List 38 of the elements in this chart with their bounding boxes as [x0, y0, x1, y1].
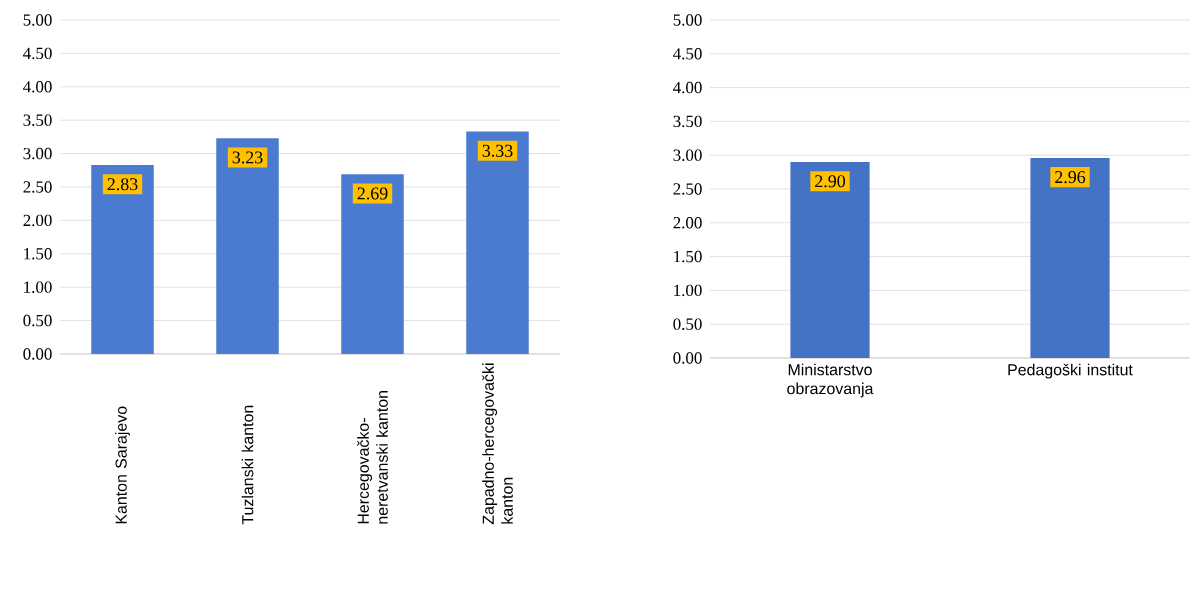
y-tick-label: 0.50 [673, 318, 702, 330]
x-tick-label: Zapadno-hercegovački kanton [482, 363, 513, 525]
y-tick-label: 3.50 [23, 114, 52, 126]
y-tick-label: 2.50 [673, 183, 702, 195]
y-tick-label: 1.50 [674, 250, 702, 263]
y-tick-label: 4.50 [673, 48, 702, 60]
y-tick-label: 3.50 [673, 115, 702, 128]
data-label: 2.96 [1055, 171, 1086, 184]
bar [341, 174, 404, 354]
x-tick-label: Tuzlanski kanton [241, 405, 254, 525]
x-tick-label: Kanton Sarajevo [115, 406, 130, 524]
y-tick-label: 0.00 [23, 348, 52, 360]
y-tick-label: 4.00 [673, 81, 702, 94]
y-tick-label: 1.00 [674, 284, 702, 297]
y-tick-label: 2.00 [23, 214, 52, 227]
data-label: 2.69 [357, 187, 388, 200]
y-tick-label: 3.00 [23, 147, 52, 160]
bar [216, 138, 279, 354]
data-label: 2.83 [107, 178, 138, 191]
y-tick-label: 1.50 [24, 248, 52, 260]
x-tick-label: Ministarstvo obrazovanja [787, 363, 874, 398]
y-tick-label: 2.00 [673, 217, 702, 229]
y-tick-label: 0.00 [673, 352, 702, 364]
y-tick-label: 4.50 [23, 47, 52, 60]
y-tick-label: 3.00 [673, 149, 702, 161]
data-label: 2.90 [815, 175, 846, 188]
bar [466, 131, 529, 354]
x-tick-label: Pedagoški institut [1008, 363, 1133, 379]
y-tick-label: 2.50 [23, 181, 52, 193]
y-tick-label: 5.00 [673, 14, 702, 26]
y-tick-label: 5.00 [23, 14, 52, 26]
data-label: 3.23 [232, 151, 263, 164]
y-tick-label: 0.50 [23, 314, 52, 327]
x-tick-label: Hercegovačko-neretvanski kanton [357, 391, 388, 524]
bar [91, 164, 154, 354]
y-tick-label: 4.00 [23, 81, 52, 93]
y-tick-label: 1.00 [24, 281, 52, 293]
data-label: 3.33 [482, 144, 513, 157]
